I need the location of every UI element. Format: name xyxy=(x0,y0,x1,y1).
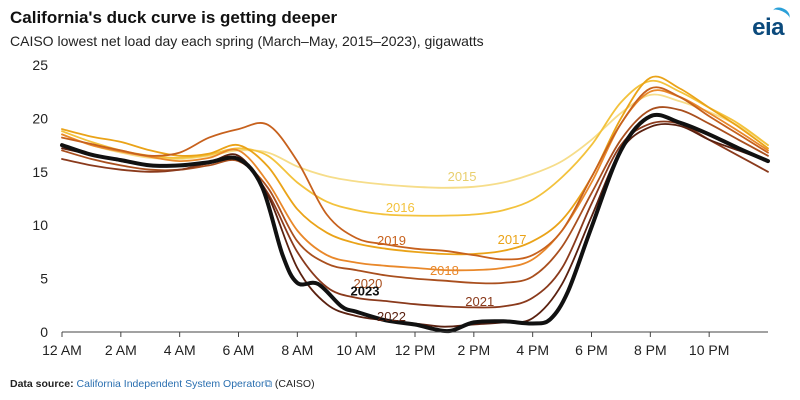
x-tick-label: 12 AM xyxy=(42,342,82,358)
series-line-2015 xyxy=(61,93,769,189)
source-label: Data source: xyxy=(10,378,74,390)
x-tick-label: 6 AM xyxy=(223,342,255,358)
x-tick-label: 8 AM xyxy=(281,342,313,358)
x-axis-labels: 12 AM 2 AM 4 AM 6 AM 8 AM 10 AM 12 PM 2 PM 4 PM 6… xyxy=(42,332,729,358)
x-tick-label: 12 PM xyxy=(395,342,435,358)
x-tick-label: 10 PM xyxy=(689,342,729,358)
series-lines xyxy=(60,75,770,334)
series-label-2022: 2022 xyxy=(377,309,406,324)
series-label-2023: 2023 xyxy=(351,283,380,298)
chart-subtitle: CAISO lowest net load day each spring (M… xyxy=(10,33,484,49)
y-tick-label: 20 xyxy=(32,110,48,126)
series-labels: 2015 2016 2017 2018 2019 2020 2021 2022 2023 xyxy=(351,169,527,324)
series-line-2019 xyxy=(61,86,769,261)
series-line-2021 xyxy=(61,120,769,309)
series-label-2020: 2020 xyxy=(353,276,382,291)
series-line-2023 xyxy=(60,112,770,334)
y-tick-label: 15 xyxy=(32,164,48,180)
series-label-2019: 2019 xyxy=(377,233,406,248)
eia-logo[interactable]: eia xyxy=(752,4,792,42)
x-tick-label: 2 AM xyxy=(105,342,137,358)
series-label-2016: 2016 xyxy=(386,200,415,215)
series-line-2020 xyxy=(61,106,769,285)
chart-title: California's duck curve is getting deepe… xyxy=(10,8,338,27)
series-line-2017 xyxy=(61,75,769,256)
series-label-2017: 2017 xyxy=(498,232,527,247)
series-line-2016 xyxy=(61,79,769,217)
x-tick-label: 4 PM xyxy=(516,342,549,358)
x-tick-label: 4 AM xyxy=(164,342,196,358)
source-line: Data source: California Independent Syst… xyxy=(10,378,315,391)
series-label-2021: 2021 xyxy=(465,294,494,309)
series-label-2018: 2018 xyxy=(430,263,459,278)
x-tick-label: 6 PM xyxy=(575,342,608,358)
external-link-icon[interactable]: ⧉ xyxy=(264,378,272,390)
series-line-2018 xyxy=(61,89,769,272)
y-tick-label: 0 xyxy=(40,324,48,340)
source-suffix: (CAISO) xyxy=(271,378,315,390)
y-tick-label: 10 xyxy=(32,217,48,233)
series-label-2015: 2015 xyxy=(448,169,477,184)
y-tick-label: 5 xyxy=(40,271,48,287)
x-tick-label: 10 AM xyxy=(336,342,376,358)
y-axis-labels: 0 5 10 15 20 25 xyxy=(32,57,48,340)
x-tick-label: 2 PM xyxy=(457,342,490,358)
x-tick-label: 8 PM xyxy=(634,342,667,358)
eia-logo-text: eia xyxy=(752,14,784,41)
y-tick-label: 25 xyxy=(32,57,48,73)
source-link[interactable]: California Independent System Operator xyxy=(76,378,265,390)
